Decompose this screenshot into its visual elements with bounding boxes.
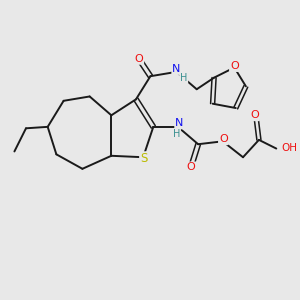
Text: N: N: [175, 118, 184, 128]
Text: O: O: [134, 54, 143, 64]
Text: N: N: [172, 64, 181, 74]
Text: O: O: [250, 110, 259, 120]
Text: S: S: [140, 152, 147, 165]
Text: H: H: [173, 129, 180, 139]
Text: O: O: [230, 61, 239, 71]
Text: O: O: [219, 134, 228, 144]
Text: OH: OH: [281, 143, 298, 153]
Text: O: O: [187, 162, 195, 172]
Text: H: H: [180, 73, 188, 83]
